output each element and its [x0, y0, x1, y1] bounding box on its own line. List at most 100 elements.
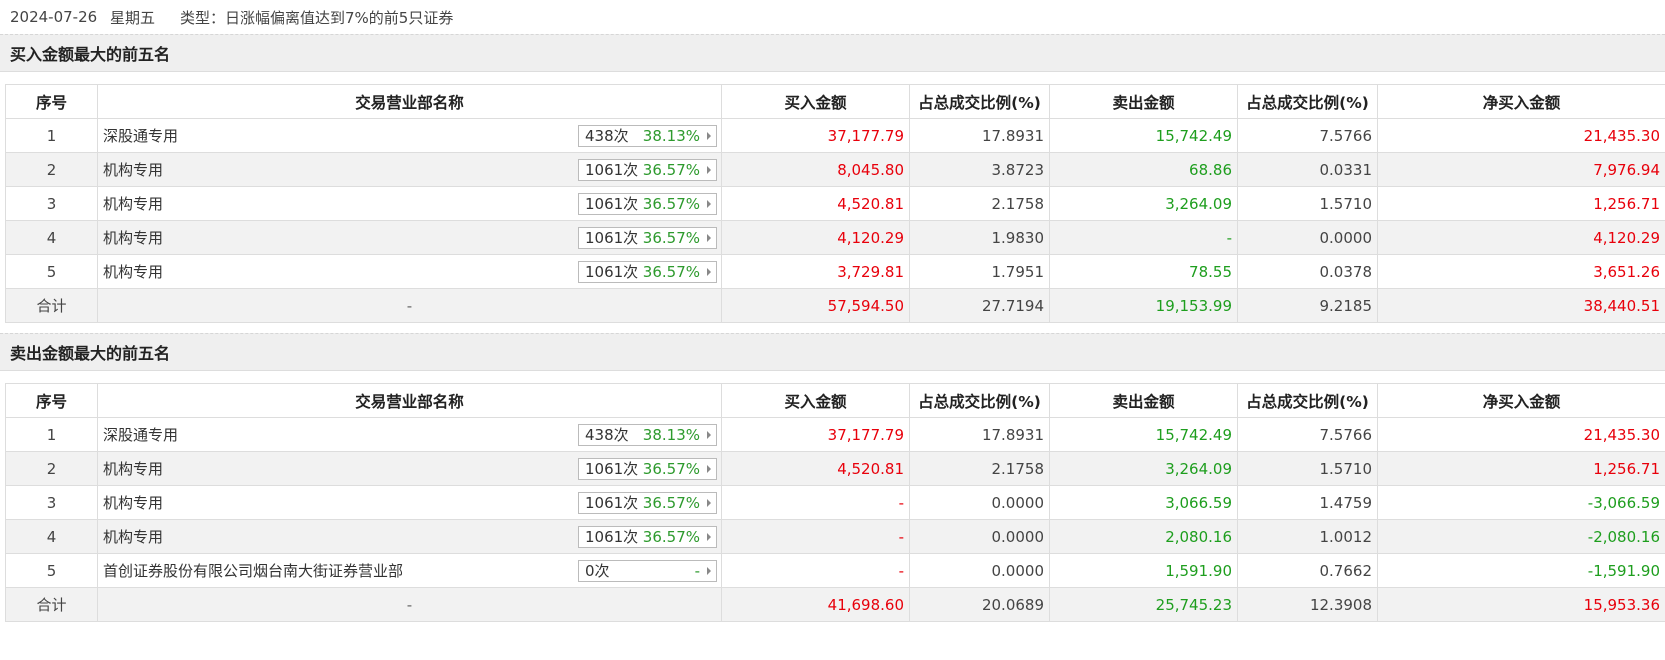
branch-stats-button[interactable]: 1061次 36.57% — [578, 457, 717, 480]
buy-amount: - — [721, 485, 910, 520]
success-rate: - — [694, 561, 700, 580]
total-sell-ratio: 12.3908 — [1237, 587, 1378, 622]
branch-stats-button[interactable]: 1061次 36.57% — [578, 260, 717, 283]
branch-stats-button[interactable]: 1061次 36.57% — [578, 158, 717, 181]
sell-amount: 3,066.59 — [1049, 485, 1238, 520]
type-label: 类型：日涨幅偏离值达到7%的前5只证券 — [180, 8, 454, 27]
net-buy-amount: -3,066.59 — [1377, 485, 1665, 520]
net-buy-amount: 3,651.26 — [1377, 254, 1665, 289]
branch-name-link[interactable]: 机构专用 — [103, 263, 164, 281]
sell-ratio: 7.5766 — [1237, 417, 1378, 452]
branch-stats-button[interactable]: 438次 38.13% — [578, 423, 717, 446]
branch-cell: 机构专用 1061次 36.57% — [97, 152, 722, 187]
success-rate: 36.57% — [642, 194, 700, 213]
buy-ratio: 17.8931 — [909, 417, 1050, 452]
caret-right-icon — [707, 131, 711, 140]
branch-name-link[interactable]: 首创证券股份有限公司烟台南大街证券营业部 — [103, 562, 404, 580]
branch-name-link[interactable]: 机构专用 — [103, 161, 164, 179]
sell-amount: 78.55 — [1049, 254, 1238, 289]
total-buy-ratio: 20.0689 — [909, 587, 1050, 622]
success-rate: 36.57% — [642, 493, 700, 512]
caret-right-icon — [707, 532, 711, 541]
sell-amount: 68.86 — [1049, 152, 1238, 187]
col-header-branch-name: 交易营业部名称 — [97, 84, 722, 119]
col-header-buy-ratio: 占总成交比例(%) — [909, 84, 1050, 119]
caret-right-icon — [707, 199, 711, 208]
buy-ratio: 2.1758 — [909, 186, 1050, 221]
col-header-sell-amount: 卖出金额 — [1049, 84, 1238, 119]
success-rate: 36.57% — [642, 527, 700, 546]
sell-ratio: 1.0012 — [1237, 519, 1378, 554]
buy-amount: 4,120.29 — [721, 220, 910, 255]
sell-amount: 3,264.09 — [1049, 451, 1238, 486]
buy-ratio: 1.9830 — [909, 220, 1050, 255]
branch-name-link[interactable]: 机构专用 — [103, 528, 164, 546]
sell-ratio: 1.4759 — [1237, 485, 1378, 520]
listing-count: 1061次 — [585, 229, 639, 247]
sell-ratio: 1.5710 — [1237, 186, 1378, 221]
date-label: 2024-07-26 — [10, 8, 98, 26]
branch-name-link[interactable]: 机构专用 — [103, 460, 164, 478]
net-buy-amount: -2,080.16 — [1377, 519, 1665, 554]
total-label: 合计 — [5, 587, 98, 622]
total-row: 合计 -57,594.50 27.7194 19,153.99 9.2185 38,440… — [5, 288, 1665, 323]
row-index: 1 — [5, 118, 98, 153]
row-index: 4 — [5, 220, 98, 255]
row-index: 1 — [5, 417, 98, 452]
col-header-buy-amount: 买入金额 — [721, 84, 910, 119]
branch-cell: 首创证券股份有限公司烟台南大街证券营业部 0次 - — [97, 553, 722, 588]
total-buy-ratio: 27.7194 — [909, 288, 1050, 323]
col-header-sell-ratio: 占总成交比例(%) — [1237, 383, 1378, 418]
branch-name-link[interactable]: 深股通专用 — [103, 127, 179, 145]
branch-name-link[interactable]: 机构专用 — [103, 494, 164, 512]
table-row: 4 机构专用 1061次 36.57% -0.0000 2,080.16 1.0012 -2,… — [5, 519, 1665, 554]
caret-right-icon — [707, 566, 711, 575]
branch-cell: 机构专用 1061次 36.57% — [97, 485, 722, 520]
branch-name-link[interactable]: 深股通专用 — [103, 426, 179, 444]
sell-ratio: 1.5710 — [1237, 451, 1378, 486]
buy-amount: 4,520.81 — [721, 186, 910, 221]
sell-ratio: 7.5766 — [1237, 118, 1378, 153]
branch-cell: 深股通专用 438次 38.13% — [97, 417, 722, 452]
branch-stats-button[interactable]: 1061次 36.57% — [578, 192, 717, 215]
buy-amount: 3,729.81 — [721, 254, 910, 289]
buy-amount: 37,177.79 — [721, 417, 910, 452]
listing-count: 1061次 — [585, 195, 639, 213]
branch-name-link[interactable]: 机构专用 — [103, 229, 164, 247]
branch-stats-button[interactable]: 1061次 36.57% — [578, 491, 717, 514]
listing-count: 1061次 — [585, 161, 639, 179]
col-header-sell-ratio: 占总成交比例(%) — [1237, 84, 1378, 119]
branch-name-link[interactable]: 机构专用 — [103, 195, 164, 213]
net-buy-amount: 1,256.71 — [1377, 186, 1665, 221]
listing-count: 0次 — [585, 562, 610, 580]
table-row: 2 机构专用 1061次 36.57% 8,045.80 3.8723 68.86 0.033… — [5, 152, 1665, 187]
buy-amount: 37,177.79 — [721, 118, 910, 153]
listing-count: 438次 — [585, 127, 629, 145]
table-row: 3 机构专用 1061次 36.57% -0.0000 3,066.59 1.4759 -3,… — [5, 485, 1665, 520]
sell-amount: 1,591.90 — [1049, 553, 1238, 588]
success-rate: 36.57% — [642, 160, 700, 179]
col-header-branch-name: 交易营业部名称 — [97, 383, 722, 418]
total-row: 合计 -41,698.60 20.0689 25,745.23 12.3908 15,95… — [5, 587, 1665, 622]
branch-stats-button[interactable]: 1061次 36.57% — [578, 226, 717, 249]
buy-ratio: 0.0000 — [909, 485, 1050, 520]
branch-stats-button[interactable]: 438次 38.13% — [578, 124, 717, 147]
branch-stats-button[interactable]: 1061次 36.57% — [578, 525, 717, 548]
buy-amount: - — [721, 553, 910, 588]
total-net-buy: 15,953.36 — [1377, 587, 1665, 622]
buy-ratio: 0.0000 — [909, 553, 1050, 588]
success-rate: 36.57% — [642, 228, 700, 247]
success-rate: 38.13% — [642, 425, 700, 444]
buy-amount: 8,045.80 — [721, 152, 910, 187]
caret-right-icon — [707, 464, 711, 473]
branch-cell: 机构专用 1061次 36.57% — [97, 220, 722, 255]
table-header-row: 序号 交易营业部名称 买入金额 占总成交比例(%) 卖出金额 占总成交比例(%)… — [5, 383, 1665, 418]
success-rate: 36.57% — [642, 262, 700, 281]
sell-ratio: 0.0378 — [1237, 254, 1378, 289]
branch-stats-button[interactable]: 0次 - — [578, 559, 717, 582]
col-header-index: 序号 — [5, 383, 98, 418]
table-header-row: 序号 交易营业部名称 买入金额 占总成交比例(%) 卖出金额 占总成交比例(%)… — [5, 84, 1665, 119]
row-index: 2 — [5, 152, 98, 187]
weekday-label: 星期五 — [110, 8, 156, 27]
total-buy-amount: 41,698.60 — [721, 587, 910, 622]
